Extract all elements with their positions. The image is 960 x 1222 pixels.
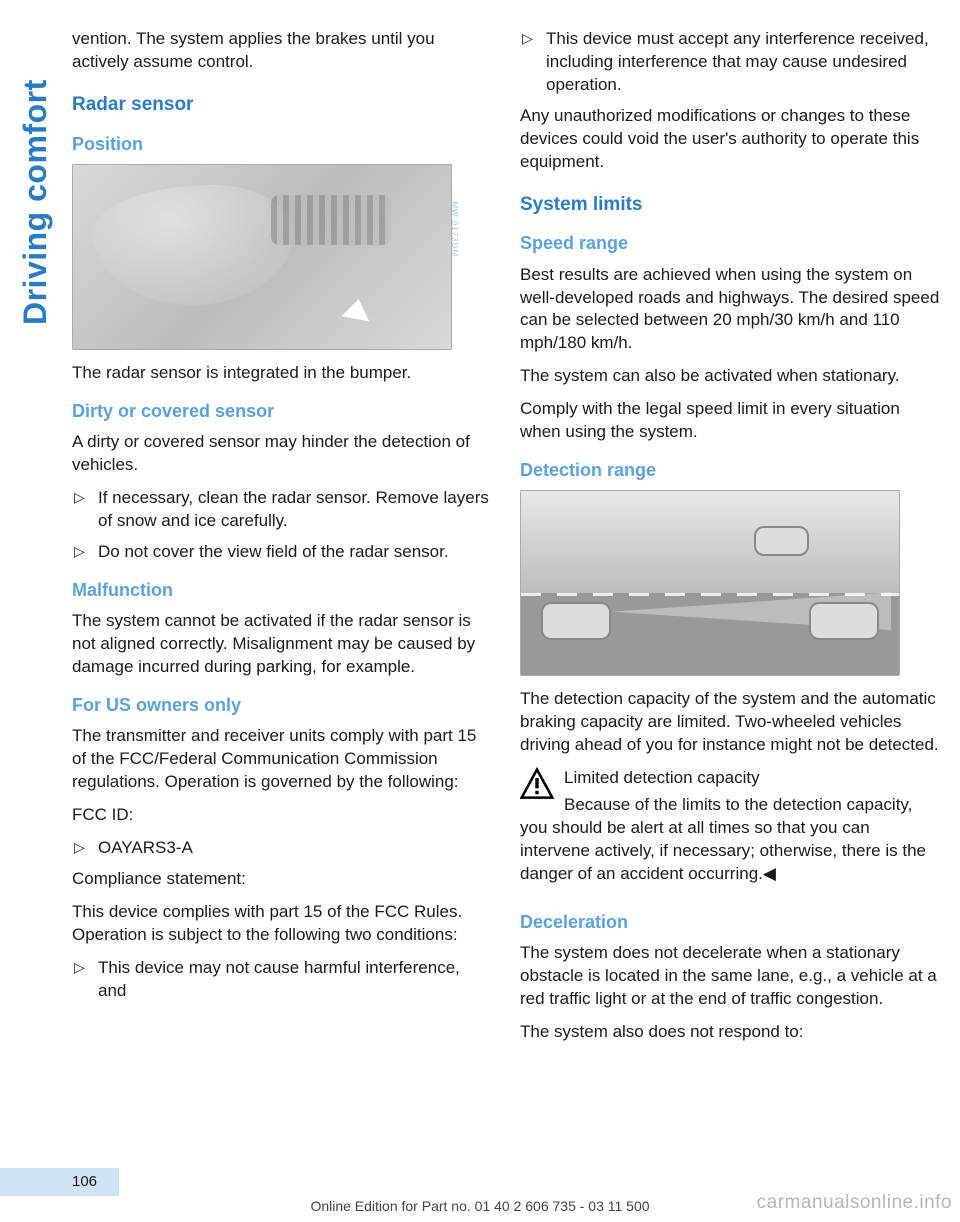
heading-radar-sensor: Radar sensor xyxy=(72,92,492,118)
heading-us-owners: For US owners only xyxy=(72,693,492,717)
us-paragraph-1: The transmitter and receiver units compl… xyxy=(72,725,492,794)
warning-icon xyxy=(520,767,554,801)
dirty-paragraph: A dirty or covered sensor may hinder the… xyxy=(72,431,492,477)
list-item: Do not cover the view field of the radar… xyxy=(72,541,492,564)
heading-position: Position xyxy=(72,132,492,156)
pointer-arrow-icon xyxy=(341,297,372,322)
warning-title: Limited detection capacity xyxy=(520,767,940,790)
page-number: 106 xyxy=(0,1168,119,1196)
radar-caption: The radar sensor is integrated in the bu… xyxy=(72,362,492,385)
fcc-id-label: FCC ID: xyxy=(72,804,492,827)
page-content: vention. The system applies the brakes u… xyxy=(72,28,942,1054)
heading-system-limits: System limits xyxy=(520,192,940,218)
watermark: carmanualsonline.info xyxy=(757,1190,952,1216)
right-column: This device must accept any interference… xyxy=(520,28,940,1054)
warning-body: Because of the limits to the detection c… xyxy=(520,794,940,886)
fcc-id-list: OAYARS3-A xyxy=(72,837,492,860)
speed-paragraph-1: Best results are achieved when using the… xyxy=(520,264,940,356)
speed-paragraph-2: The system can also be activated when st… xyxy=(520,365,940,388)
intro-paragraph: vention. The system applies the brakes u… xyxy=(72,28,492,74)
figure-detection-range xyxy=(520,490,900,676)
conditions-list-left: This device may not cause harmful interf… xyxy=(72,957,492,1003)
page-footer: 106 Online Edition for Part no. 01 40 2 … xyxy=(0,1162,960,1222)
list-item: This device may not cause harmful interf… xyxy=(72,957,492,1003)
dirty-list: If necessary, clean the radar sensor. Re… xyxy=(72,487,492,564)
detection-paragraph: The detection capacity of the system and… xyxy=(520,688,940,757)
figure-code: MW 0173DM xyxy=(449,201,460,257)
decel-paragraph-1: The system does not decelerate when a st… xyxy=(520,942,940,1011)
unauthorized-paragraph: Any unauthorized modifications or change… xyxy=(520,105,940,174)
us-paragraph-2: This device complies with part 15 of the… xyxy=(72,901,492,947)
heading-deceleration: Deceleration xyxy=(520,910,940,934)
compliance-label: Compliance statement: xyxy=(72,868,492,891)
section-side-label: Driving comfort xyxy=(14,79,57,325)
heading-malfunction: Malfunction xyxy=(72,578,492,602)
list-item: OAYARS3-A xyxy=(72,837,492,860)
figure-radar-sensor: MW 0173DM xyxy=(72,164,452,350)
decel-paragraph-2: The system also does not respond to: xyxy=(520,1021,940,1044)
heading-detection-range: Detection range xyxy=(520,458,940,482)
malfunction-paragraph: The system cannot be activated if the ra… xyxy=(72,610,492,679)
speed-paragraph-3: Comply with the legal speed limit in eve… xyxy=(520,398,940,444)
list-item: If necessary, clean the radar sensor. Re… xyxy=(72,487,492,533)
warning-box: Limited detection capacity Because of th… xyxy=(520,767,940,896)
conditions-list-right: This device must accept any interference… xyxy=(520,28,940,97)
left-column: vention. The system applies the brakes u… xyxy=(72,28,492,1054)
list-item: This device must accept any interference… xyxy=(520,28,940,97)
heading-speed-range: Speed range xyxy=(520,231,940,255)
heading-dirty-sensor: Dirty or covered sensor xyxy=(72,399,492,423)
